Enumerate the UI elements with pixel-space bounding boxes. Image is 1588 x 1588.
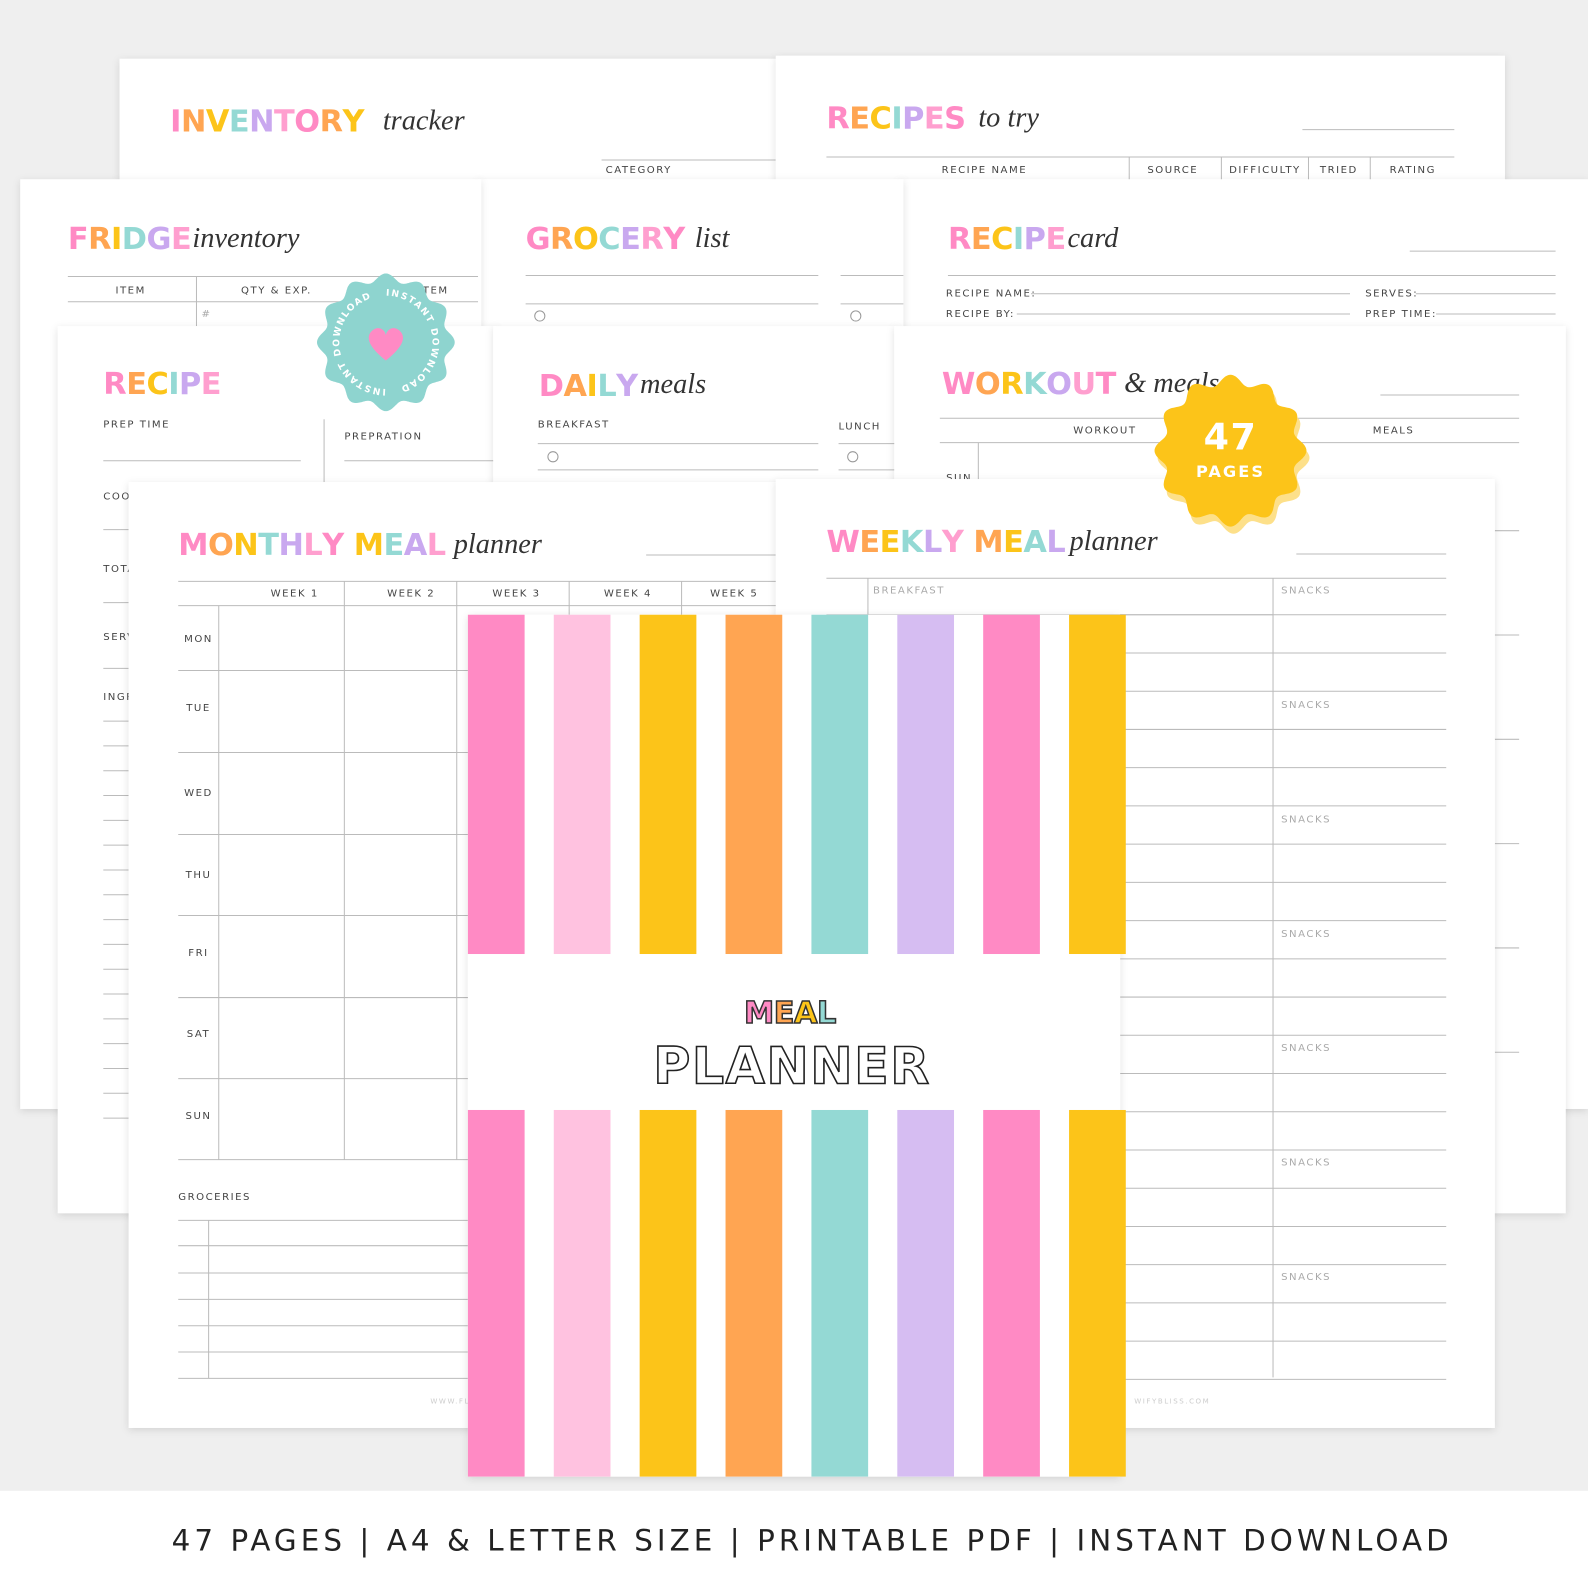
label: MEALS [1373,425,1415,436]
label: MON [184,634,213,645]
label: SNACKS [1281,1043,1331,1054]
label: FRI [188,948,208,959]
page-title: RECIPE [948,222,1066,257]
label: WWW.FL [430,1397,470,1406]
cover-subtitle: PLANNER [653,1037,930,1096]
label: SNACKS [1281,1158,1331,1169]
cover-stripe [467,614,525,955]
label: TOTA [102,564,136,575]
label: tracker [383,106,466,137]
cover-stripe [725,1109,783,1477]
cover-stripe [553,1109,611,1477]
label: WEEK 2 [387,589,435,600]
label: BREAKFAST [873,585,945,596]
label: TRIED [1319,165,1358,176]
banner-text: 47 PAGES | A4 & LETTER SIZE | PRINTABLE … [172,1524,1453,1559]
label: ITEM [115,286,145,297]
checkbox [547,451,559,463]
cover-stripe [897,614,955,955]
page-title: RECIPE [103,367,221,402]
cover-stripe [725,614,783,955]
cover-stripe [983,1109,1040,1477]
label: WED [184,788,213,799]
label: planner [1067,526,1158,557]
label: WEEK 3 [492,589,540,600]
heart-icon [368,328,403,361]
cover-stripe [1069,614,1126,955]
page-title: DAILY [539,369,639,404]
label: PREPRATION [344,432,422,443]
label: planner [452,529,543,560]
page-title: INVENTORY [170,105,365,140]
label: SERV [103,632,135,643]
label: RECIPE BY: [946,309,1015,320]
label: SAT [187,1029,210,1040]
label: WEEK 4 [604,589,652,600]
label: SOURCE [1147,165,1198,176]
label: card [1067,223,1119,254]
label: LUNCH [839,421,881,432]
badge-label: PAGES [1196,462,1265,481]
page-title: WORKOUT [942,367,1117,402]
checkbox [847,451,859,463]
cover-stripe [467,1109,525,1477]
label: SUN [946,473,972,484]
label: RECIPE NAME [942,165,1027,176]
label: BREAKFAST [538,419,610,430]
cover-stripe [811,1109,869,1477]
label: THU [185,870,212,881]
checkbox [534,310,546,322]
page-title: FRIDGE [68,222,191,257]
badge-count: 47 [1204,416,1258,459]
label: SNACKS [1281,929,1331,940]
label: SNACKS [1281,1272,1331,1283]
label: DIFFICULTY [1229,165,1301,176]
label: RECIPE NAME: [946,289,1036,300]
label: PREP TIME: [1365,309,1437,320]
page-title: WEEKLY MEAL [826,525,1065,560]
label: SERVES: [1365,289,1418,300]
label: SNACKS [1281,700,1331,711]
banner [0,1490,1588,1588]
label: to try [978,103,1039,134]
cover-stripe [811,614,869,955]
label: SNACKS [1281,585,1331,596]
checkbox [850,310,862,322]
label: ITEM [418,286,448,297]
label: QTY & EXP. [241,286,312,297]
page-title: GROCERY [526,222,687,257]
page-title: MONTHLY MEAL [178,528,446,563]
cover-stripe [983,614,1040,955]
label: COO [103,491,131,502]
label: inventory [192,223,299,254]
label: WORKOUT [1073,425,1136,436]
label: PREP TIME [103,419,170,430]
cover-stripe [639,1109,697,1477]
label: INGR [103,692,134,703]
label: # [202,309,212,320]
label: list [695,223,731,254]
label: TUE [185,703,211,714]
label: RATING [1390,165,1436,176]
label: WEEK 1 [271,589,319,600]
label: SNACKS [1281,814,1331,825]
cover-stripe [553,614,611,955]
label: WIFYBLISS.COM [1134,1397,1210,1406]
cover-stripe [639,614,697,955]
label: WEEK 5 [710,589,758,600]
count-badge [1154,374,1307,527]
cover-stripe [1069,1109,1126,1477]
label: SUN [186,1111,212,1122]
label: GROCERIES [178,1192,251,1203]
label: CATEGORY [606,165,672,176]
cover-stripe [897,1109,955,1477]
page-title: RECIPES [826,102,965,137]
page-title: MEAL [744,996,836,1031]
label: meals [640,369,706,400]
